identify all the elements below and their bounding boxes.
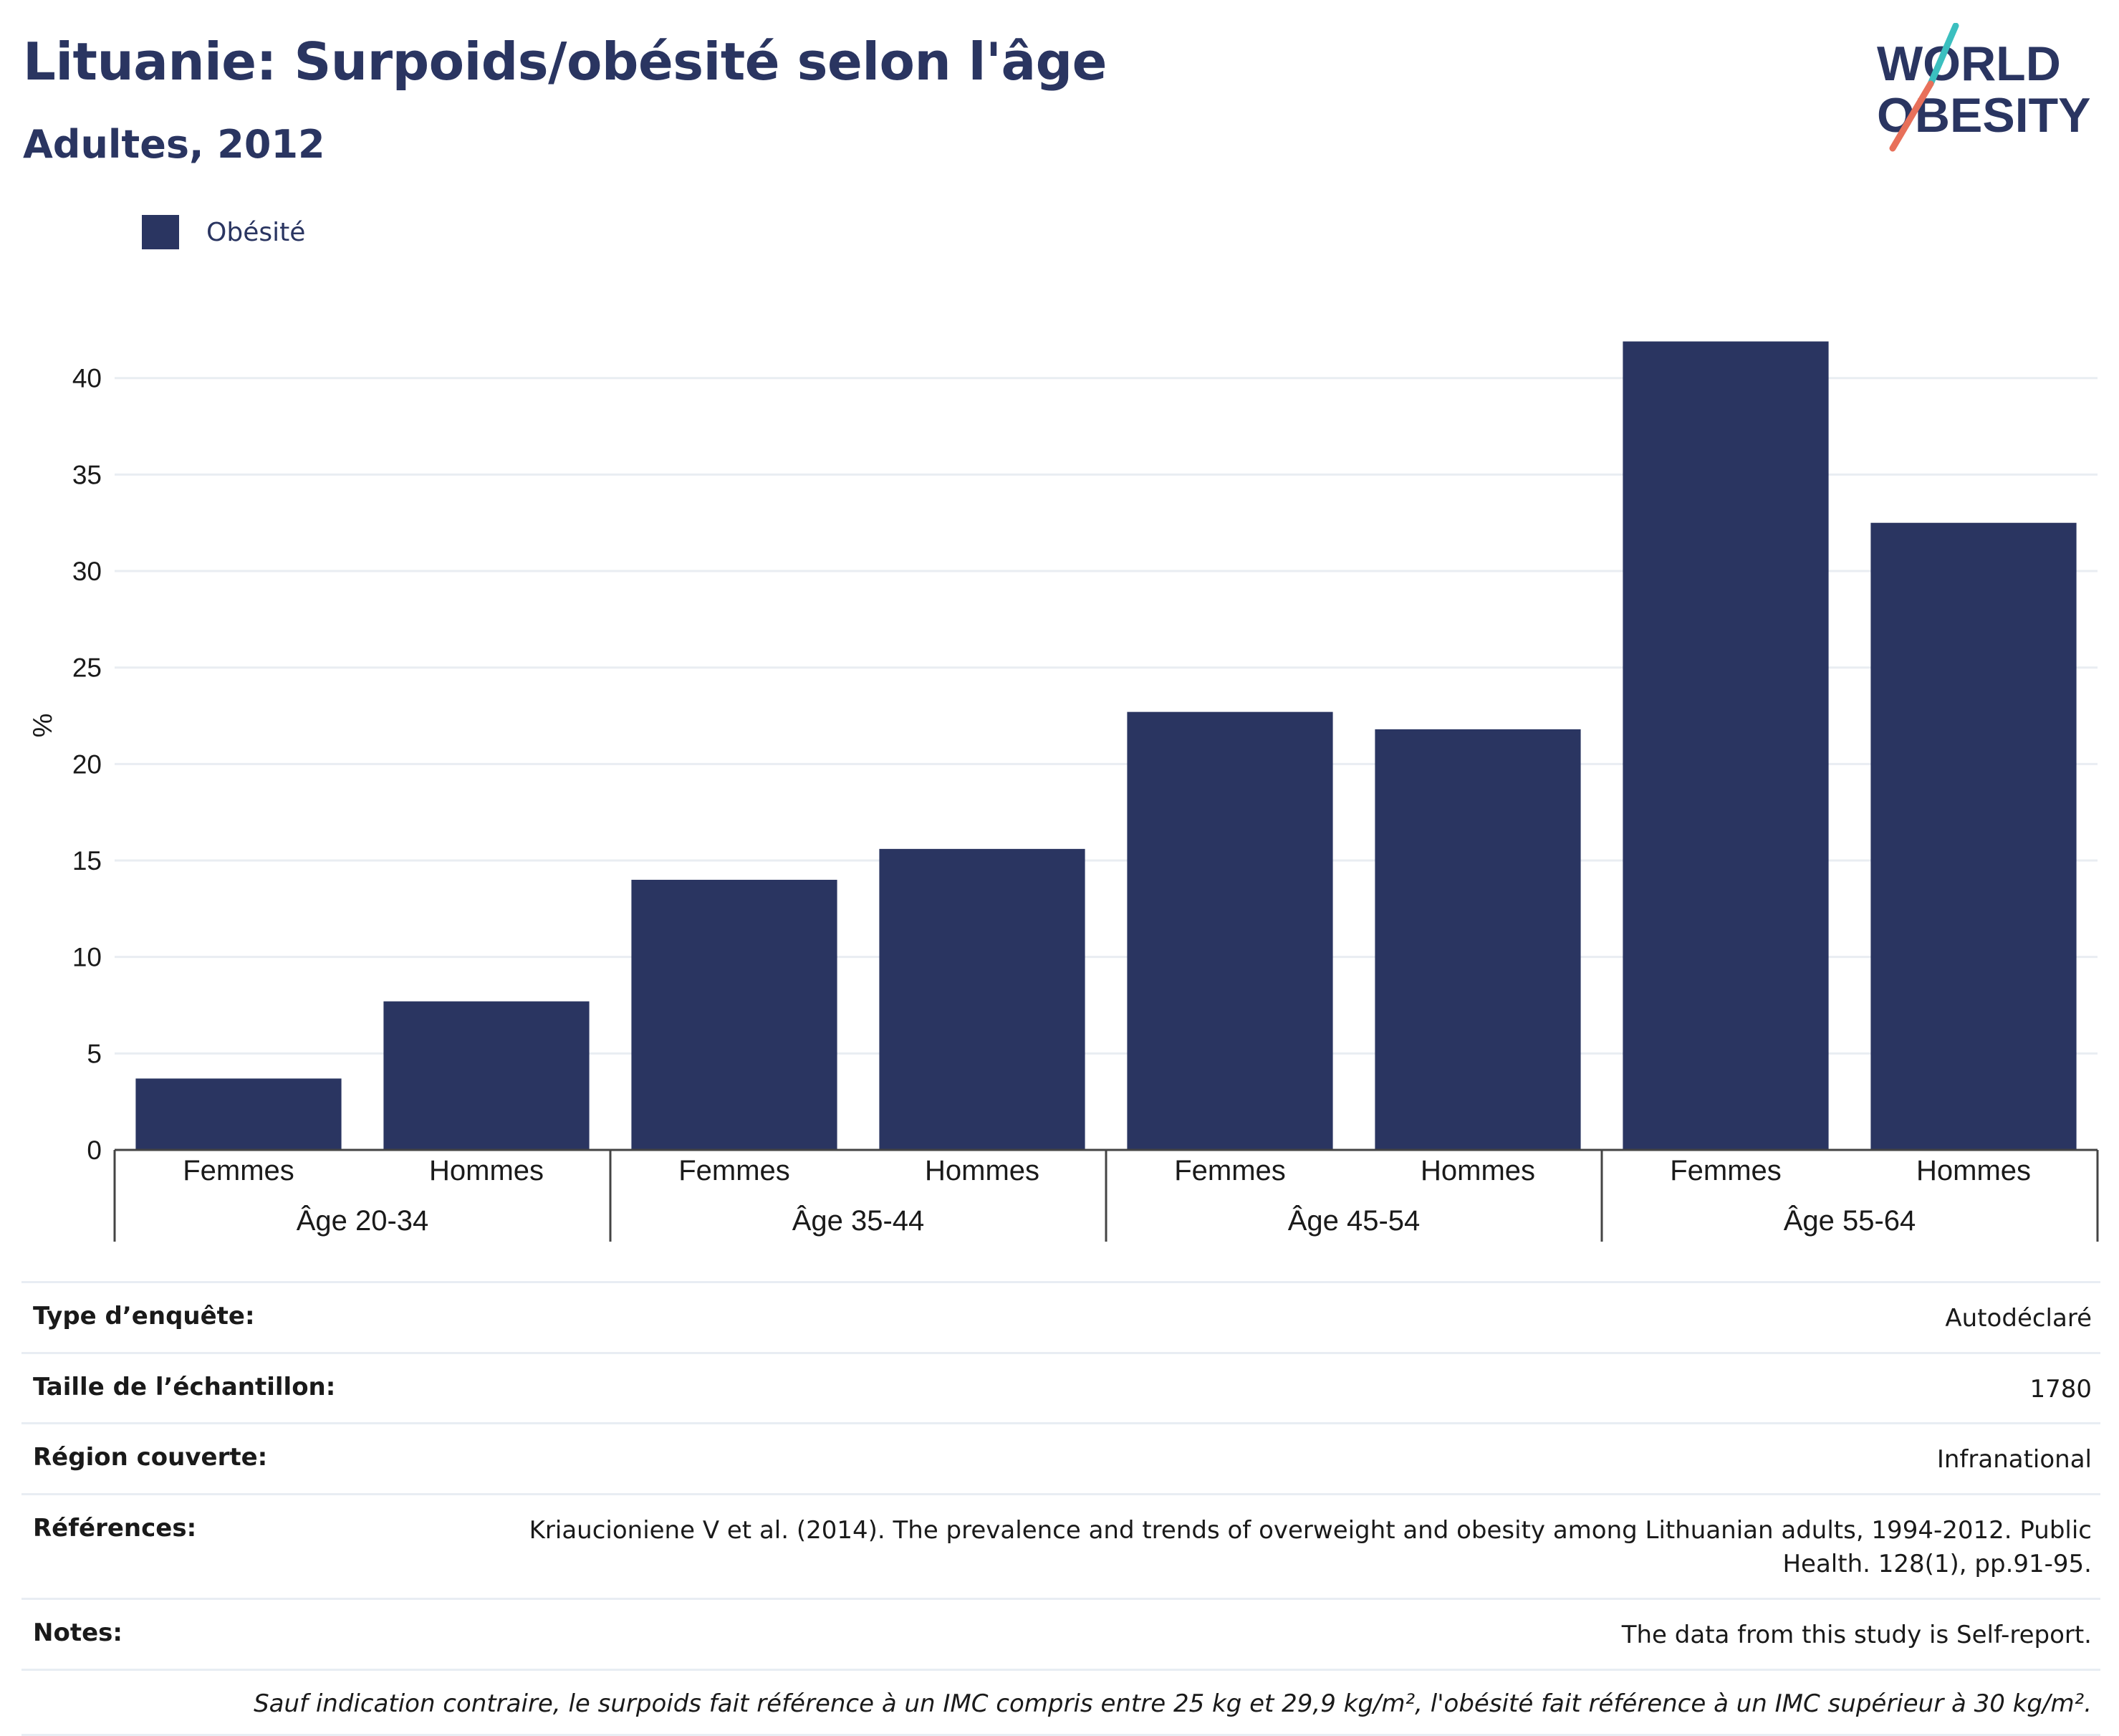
x-tick-label: Femmes bbox=[678, 1155, 790, 1186]
x-tick-label: Femmes bbox=[183, 1155, 294, 1186]
x-tick-label: Femmes bbox=[1670, 1155, 1782, 1186]
info-row-survey-type: Type d’enquête: Autodéclaré bbox=[21, 1281, 2100, 1352]
y-tick-label: 0 bbox=[87, 1136, 102, 1165]
group-label: Âge 55-64 bbox=[1784, 1204, 1916, 1237]
logo-slash-top bbox=[1927, 23, 1959, 87]
info-value: Infranational bbox=[1936, 1445, 2092, 1474]
legend-label-obesity: Obésité bbox=[206, 217, 306, 247]
bar bbox=[135, 1078, 342, 1150]
info-key: Taille de l’échantillon: bbox=[33, 1372, 336, 1401]
info-row-region: Région couverte: Infranational bbox=[21, 1422, 2100, 1493]
info-row-notes: Notes: The data from this study is Self-… bbox=[21, 1597, 2100, 1669]
y-tick-label: 25 bbox=[72, 653, 102, 683]
y-tick-label: 40 bbox=[72, 364, 102, 393]
logo-slash-bottom bbox=[1889, 80, 1934, 152]
bar bbox=[383, 1001, 590, 1150]
info-value: Autodéclaré bbox=[1945, 1304, 2092, 1333]
x-tick-label: Hommes bbox=[429, 1155, 544, 1186]
bar bbox=[1375, 729, 1581, 1150]
chart-subtitle: Adultes, 2012 bbox=[23, 122, 325, 167]
group-label: Âge 45-54 bbox=[1288, 1204, 1421, 1237]
chart-legend[interactable]: Obésité bbox=[142, 215, 305, 249]
info-row-sample-size: Taille de l’échantillon: 1780 bbox=[21, 1351, 2100, 1423]
chart-title: Lituanie: Surpoids/obésité selon l'âge bbox=[23, 32, 1107, 92]
x-tick-label: Hommes bbox=[925, 1155, 1039, 1186]
legend-swatch-obesity bbox=[142, 215, 179, 249]
bmi-definition-note: Sauf indication contraire, le surpoids f… bbox=[254, 1689, 2092, 1718]
world-obesity-logo: WORLD OBESITY bbox=[1877, 23, 2091, 152]
y-axis-label: % bbox=[28, 714, 58, 738]
x-tick-label: Hommes bbox=[1421, 1155, 1535, 1186]
bar bbox=[1623, 341, 1829, 1150]
info-row-references: Références: Kriaucioniene V et al. (2014… bbox=[21, 1492, 2100, 1598]
y-tick-label: 5 bbox=[87, 1039, 102, 1068]
group-label: Âge 20-34 bbox=[297, 1204, 429, 1237]
bar bbox=[1127, 711, 1333, 1150]
bar bbox=[879, 848, 1085, 1150]
group-label: Âge 35-44 bbox=[792, 1204, 925, 1237]
y-tick-label: 15 bbox=[72, 846, 102, 876]
y-tick-label: 20 bbox=[72, 749, 102, 779]
y-tick-label: 10 bbox=[72, 943, 102, 972]
info-row-bmi-note: Sauf indication contraire, le surpoids f… bbox=[21, 1668, 2100, 1736]
info-key: Région couverte: bbox=[33, 1443, 268, 1472]
y-tick-label: 30 bbox=[72, 557, 102, 586]
x-tick-label: Femmes bbox=[1174, 1155, 1286, 1186]
x-tick-label: Hommes bbox=[1916, 1155, 2031, 1186]
y-tick-label: 35 bbox=[72, 460, 102, 489]
bar bbox=[1870, 522, 2077, 1150]
info-key: Notes: bbox=[33, 1618, 122, 1647]
bar bbox=[631, 879, 837, 1150]
survey-info-table: Type d’enquête: Autodéclaré Taille de l’… bbox=[21, 1281, 2100, 1736]
info-value: 1780 bbox=[2029, 1374, 2092, 1404]
logo-line1: WORLD bbox=[1877, 37, 2061, 91]
info-value: Kriaucioniene V et al. (2014). The preva… bbox=[529, 1515, 2092, 1579]
info-key: Type d’enquête: bbox=[33, 1302, 255, 1330]
info-key: Références: bbox=[33, 1513, 197, 1543]
info-value: The data from this study is Self-report. bbox=[1621, 1620, 2092, 1649]
